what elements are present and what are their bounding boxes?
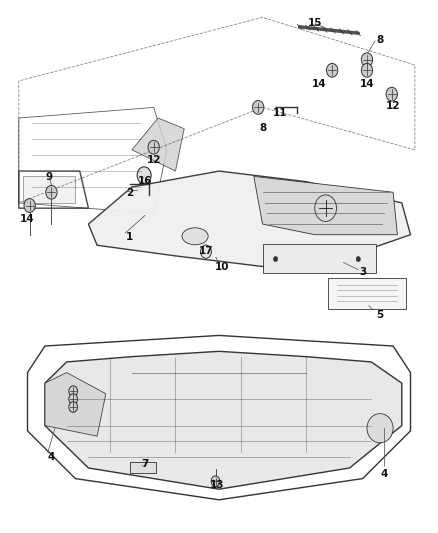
Text: 10: 10 [215, 262, 230, 271]
Circle shape [361, 63, 373, 77]
Ellipse shape [367, 414, 393, 443]
Circle shape [69, 394, 78, 405]
Ellipse shape [201, 245, 212, 259]
Text: 14: 14 [312, 78, 326, 88]
Text: 1: 1 [126, 232, 134, 243]
Text: 11: 11 [273, 108, 287, 118]
Circle shape [253, 101, 264, 114]
Polygon shape [254, 176, 397, 235]
Text: 13: 13 [209, 480, 224, 490]
Circle shape [148, 140, 159, 154]
Circle shape [211, 476, 220, 487]
Circle shape [326, 63, 338, 77]
FancyBboxPatch shape [130, 462, 156, 473]
Polygon shape [45, 351, 402, 489]
Text: 7: 7 [141, 459, 148, 469]
Text: 12: 12 [146, 156, 161, 165]
Text: 14: 14 [360, 78, 374, 88]
Circle shape [69, 402, 78, 413]
Text: 3: 3 [359, 267, 366, 277]
Circle shape [356, 256, 360, 262]
Text: 15: 15 [307, 18, 322, 28]
Text: 17: 17 [198, 246, 213, 256]
Circle shape [24, 199, 35, 213]
Circle shape [273, 256, 278, 262]
Circle shape [69, 386, 78, 397]
Text: 8: 8 [376, 35, 384, 45]
FancyBboxPatch shape [328, 278, 406, 309]
Text: 14: 14 [20, 214, 35, 224]
Text: 4: 4 [381, 470, 388, 479]
Circle shape [386, 87, 397, 101]
Polygon shape [45, 373, 106, 436]
Text: 8: 8 [259, 123, 266, 133]
Text: 9: 9 [46, 172, 53, 182]
Polygon shape [88, 171, 410, 266]
Polygon shape [132, 118, 184, 171]
FancyBboxPatch shape [262, 244, 376, 273]
Text: 12: 12 [386, 101, 400, 111]
Polygon shape [23, 176, 75, 203]
Text: 4: 4 [48, 453, 55, 463]
Text: 2: 2 [126, 188, 134, 198]
Ellipse shape [182, 228, 208, 245]
Circle shape [361, 53, 373, 67]
Text: 16: 16 [138, 175, 152, 185]
Circle shape [46, 185, 57, 199]
Text: 5: 5 [376, 310, 384, 320]
Circle shape [137, 167, 151, 184]
